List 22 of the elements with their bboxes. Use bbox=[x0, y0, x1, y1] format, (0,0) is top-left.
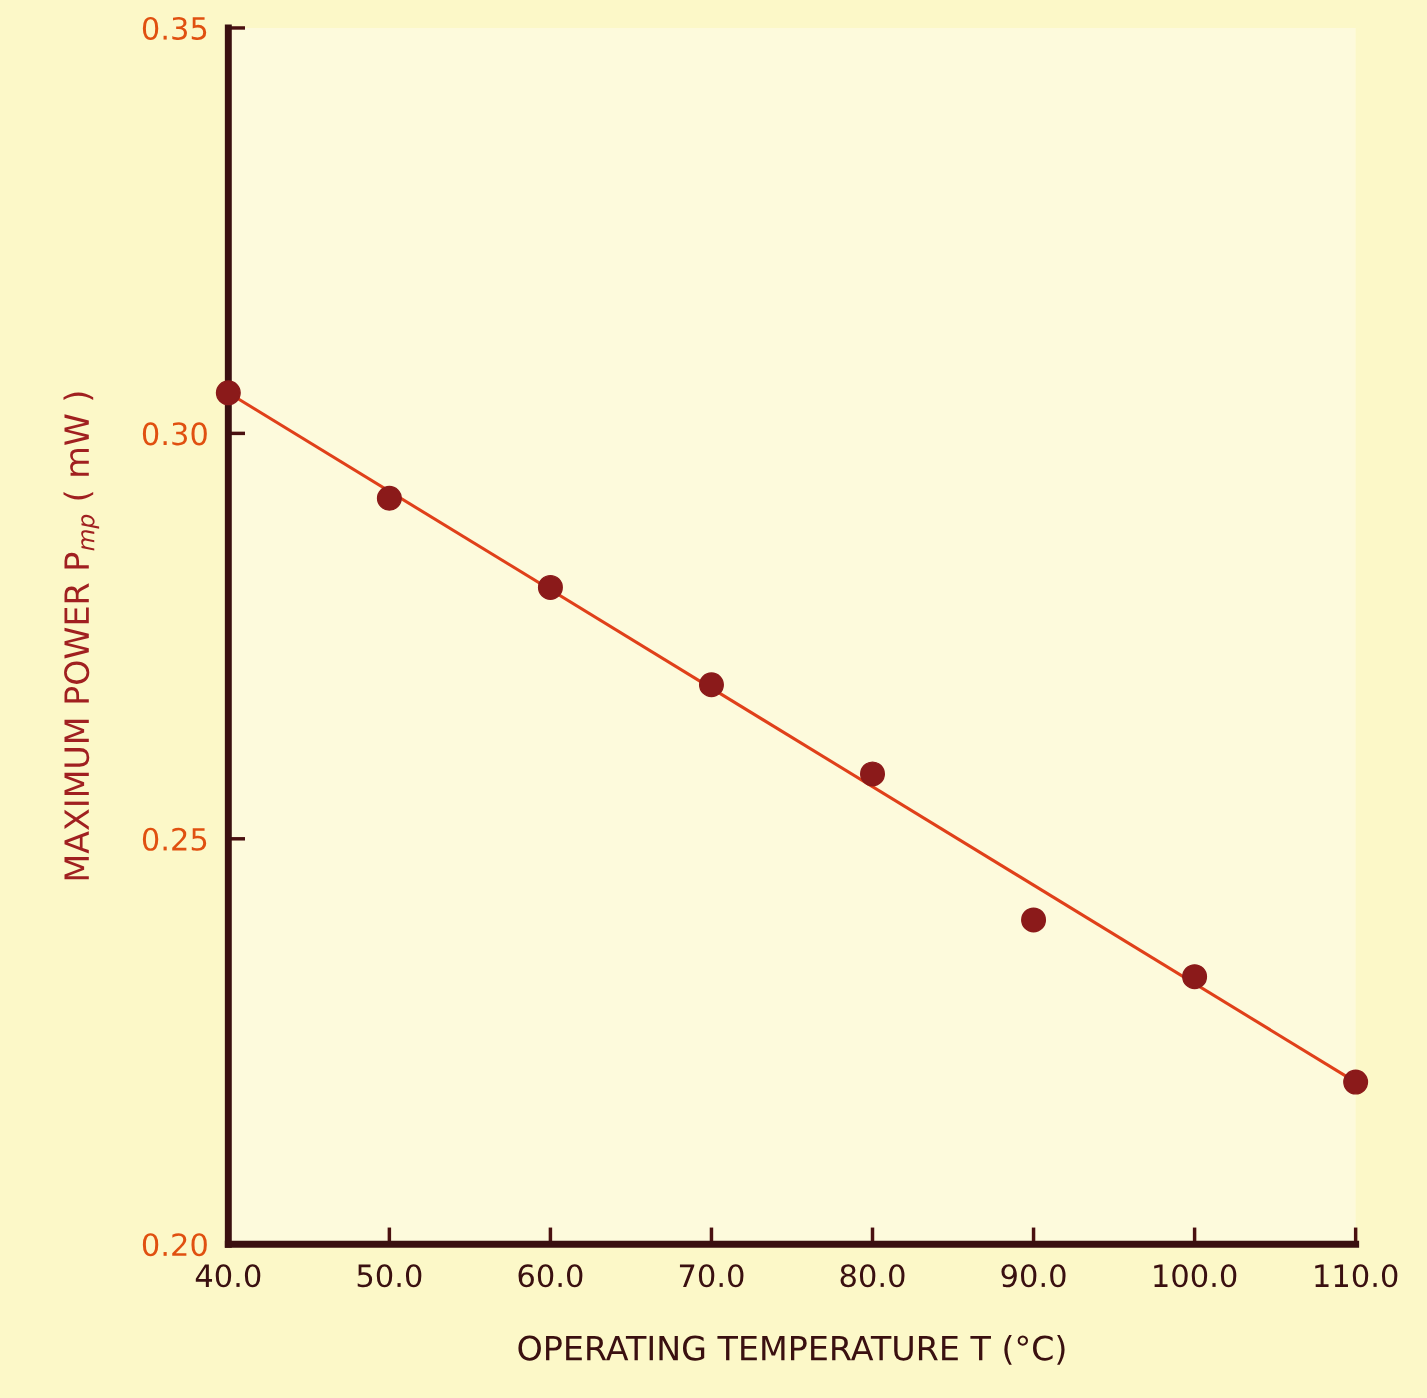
point bbox=[376, 485, 402, 511]
point bbox=[1343, 1069, 1369, 1095]
x-tick-label: 40.0 bbox=[195, 1264, 261, 1288]
y-tick-label: 0.30 bbox=[142, 422, 207, 446]
point bbox=[215, 380, 241, 406]
point bbox=[537, 574, 563, 600]
x-tick-label: 60.0 bbox=[518, 1264, 583, 1288]
y-tick-label: 0.35 bbox=[142, 16, 207, 40]
x-tick-label: 50.0 bbox=[357, 1264, 422, 1288]
y-axis-title: MAXIMUM POWER P$_{mp}$ ( mW ) bbox=[63, 392, 100, 880]
point bbox=[1182, 964, 1208, 990]
point bbox=[1021, 907, 1047, 933]
x-tick-label: 110.0 bbox=[1315, 1264, 1398, 1288]
y-tick-label: 0.20 bbox=[142, 1233, 207, 1257]
point bbox=[698, 672, 724, 698]
x-tick-label: 80.0 bbox=[840, 1264, 905, 1288]
x-tick-label: 90.0 bbox=[1001, 1264, 1066, 1288]
x-tick-label: 70.0 bbox=[679, 1264, 744, 1288]
point bbox=[860, 761, 886, 787]
y-tick-label: 0.25 bbox=[142, 827, 207, 851]
x-axis-title: OPERATING TEMPERATURE T (°C) bbox=[518, 1334, 1065, 1365]
x-tick-label: 100.0 bbox=[1154, 1264, 1237, 1288]
